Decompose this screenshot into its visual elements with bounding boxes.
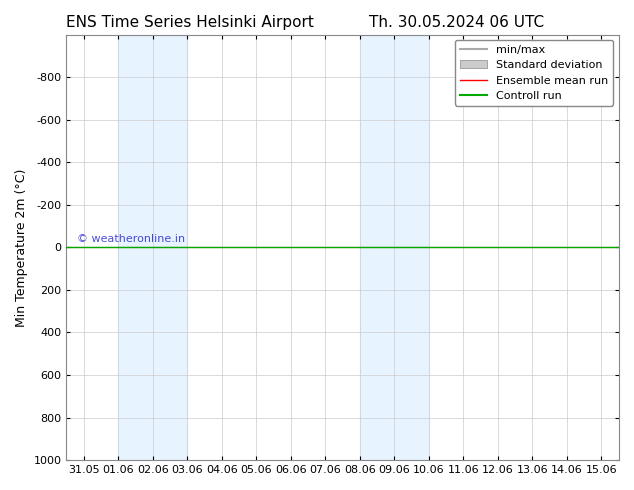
Text: © weatheronline.in: © weatheronline.in [77,234,186,244]
Bar [118,35,187,460]
Text: Th. 30.05.2024 06 UTC: Th. 30.05.2024 06 UTC [369,15,544,30]
Legend: min/max, Standard deviation, Ensemble mean run, Controll run: min/max, Standard deviation, Ensemble me… [455,40,613,106]
Bar [359,35,429,460]
Text: ENS Time Series Helsinki Airport: ENS Time Series Helsinki Airport [67,15,314,30]
Y-axis label: Min Temperature 2m (°C): Min Temperature 2m (°C) [15,168,28,326]
